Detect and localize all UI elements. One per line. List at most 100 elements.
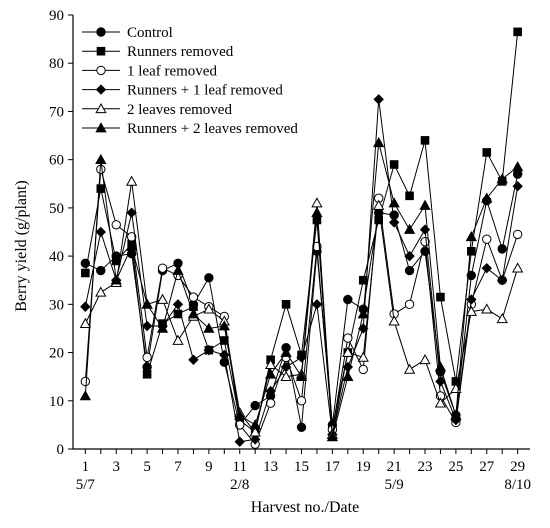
data-point (420, 236, 430, 247)
data-point (96, 265, 106, 276)
data-point (235, 420, 245, 430)
data-point (126, 240, 138, 251)
data-point (95, 226, 106, 238)
data-point (95, 286, 107, 297)
data-point (403, 363, 416, 374)
data-point (280, 346, 292, 357)
data-point (450, 409, 462, 420)
data-point (81, 268, 90, 278)
data-point (265, 385, 276, 397)
data-point (219, 349, 230, 361)
series-6 (79, 136, 524, 442)
data-point (496, 173, 508, 184)
data-point (373, 94, 384, 105)
data-point (342, 370, 354, 382)
y-tick-label: 80 (49, 56, 64, 72)
data-point (481, 303, 493, 314)
data-point (142, 369, 152, 379)
x-tick-label: 11 (233, 459, 247, 475)
x-tick-label: 5 (143, 459, 151, 475)
data-point (342, 346, 354, 357)
data-point (80, 258, 91, 269)
legend-marker (95, 84, 107, 95)
data-point (435, 376, 446, 387)
data-point (388, 217, 400, 228)
legend-label: Runners + 1 leaf removed (127, 83, 283, 99)
y-tick-label: 90 (49, 8, 64, 24)
series-group (79, 27, 524, 449)
data-point (481, 262, 492, 274)
x-tick-label: 7 (174, 459, 182, 475)
data-point (357, 351, 369, 362)
data-point (388, 315, 400, 326)
data-point (172, 264, 184, 275)
data-point (280, 370, 292, 382)
data-point (156, 322, 169, 333)
legend: Control Runners removed 1 leaf removed Runn… (82, 25, 298, 137)
data-point (343, 294, 353, 305)
data-point (358, 364, 368, 375)
x-axis-title: Harvest no./Date (251, 499, 359, 516)
data-point (296, 422, 307, 432)
data-point (357, 308, 369, 319)
data-point (218, 320, 230, 331)
data-point (373, 199, 385, 210)
data-point (388, 197, 400, 208)
legend-item: 2 leaves removed (82, 102, 232, 118)
data-point (111, 220, 121, 230)
x-date-label: 2/8 (230, 477, 249, 493)
data-point (373, 136, 385, 148)
data-point (482, 148, 492, 157)
data-point (281, 300, 291, 309)
x-tick-label: 13 (263, 459, 278, 475)
series-4 (80, 94, 523, 447)
y-tick-label: 10 (49, 394, 64, 410)
data-point (249, 426, 261, 437)
data-point (156, 293, 169, 304)
data-point (419, 224, 431, 235)
data-point (420, 136, 430, 145)
data-point (172, 334, 184, 345)
y-axis-title: Berry yield (g/plant) (13, 180, 30, 312)
data-point (126, 175, 138, 186)
data-point (204, 273, 214, 283)
legend-item: Runners + 1 leaf removed (82, 83, 283, 99)
legend-label: 2 leaves removed (127, 102, 232, 118)
x-tick-label: 3 (112, 459, 120, 475)
data-point (95, 153, 107, 165)
data-point (481, 192, 493, 203)
data-point (295, 370, 308, 382)
data-point (80, 301, 91, 312)
data-point (343, 333, 353, 343)
data-point (466, 270, 477, 281)
x-tick-label: 19 (356, 459, 371, 475)
data-point (141, 320, 153, 332)
data-point (203, 344, 215, 356)
y-tick-label: 70 (49, 104, 64, 120)
data-point (511, 161, 524, 172)
y-tick-label: 30 (49, 297, 64, 313)
data-point (187, 308, 200, 319)
data-point (250, 400, 260, 411)
legend-marker (95, 102, 107, 114)
y-tick-label: 20 (49, 346, 64, 362)
data-point (465, 230, 477, 242)
data-point (374, 215, 383, 225)
data-point (497, 244, 507, 254)
data-point (434, 361, 447, 372)
data-point (419, 353, 431, 365)
data-point (264, 368, 277, 379)
legend-label: 1 leaf removed (127, 63, 217, 79)
data-point (311, 299, 323, 310)
data-point (467, 246, 476, 256)
x-tick-label: 15 (294, 459, 309, 475)
data-point (419, 199, 431, 210)
data-point (405, 191, 414, 201)
x-date-label: 8/10 (504, 477, 531, 493)
data-point (436, 292, 445, 302)
legend-item: Runners + 2 leaves removed (82, 121, 298, 137)
data-point (203, 322, 215, 333)
y-tick-label: 50 (49, 201, 64, 217)
